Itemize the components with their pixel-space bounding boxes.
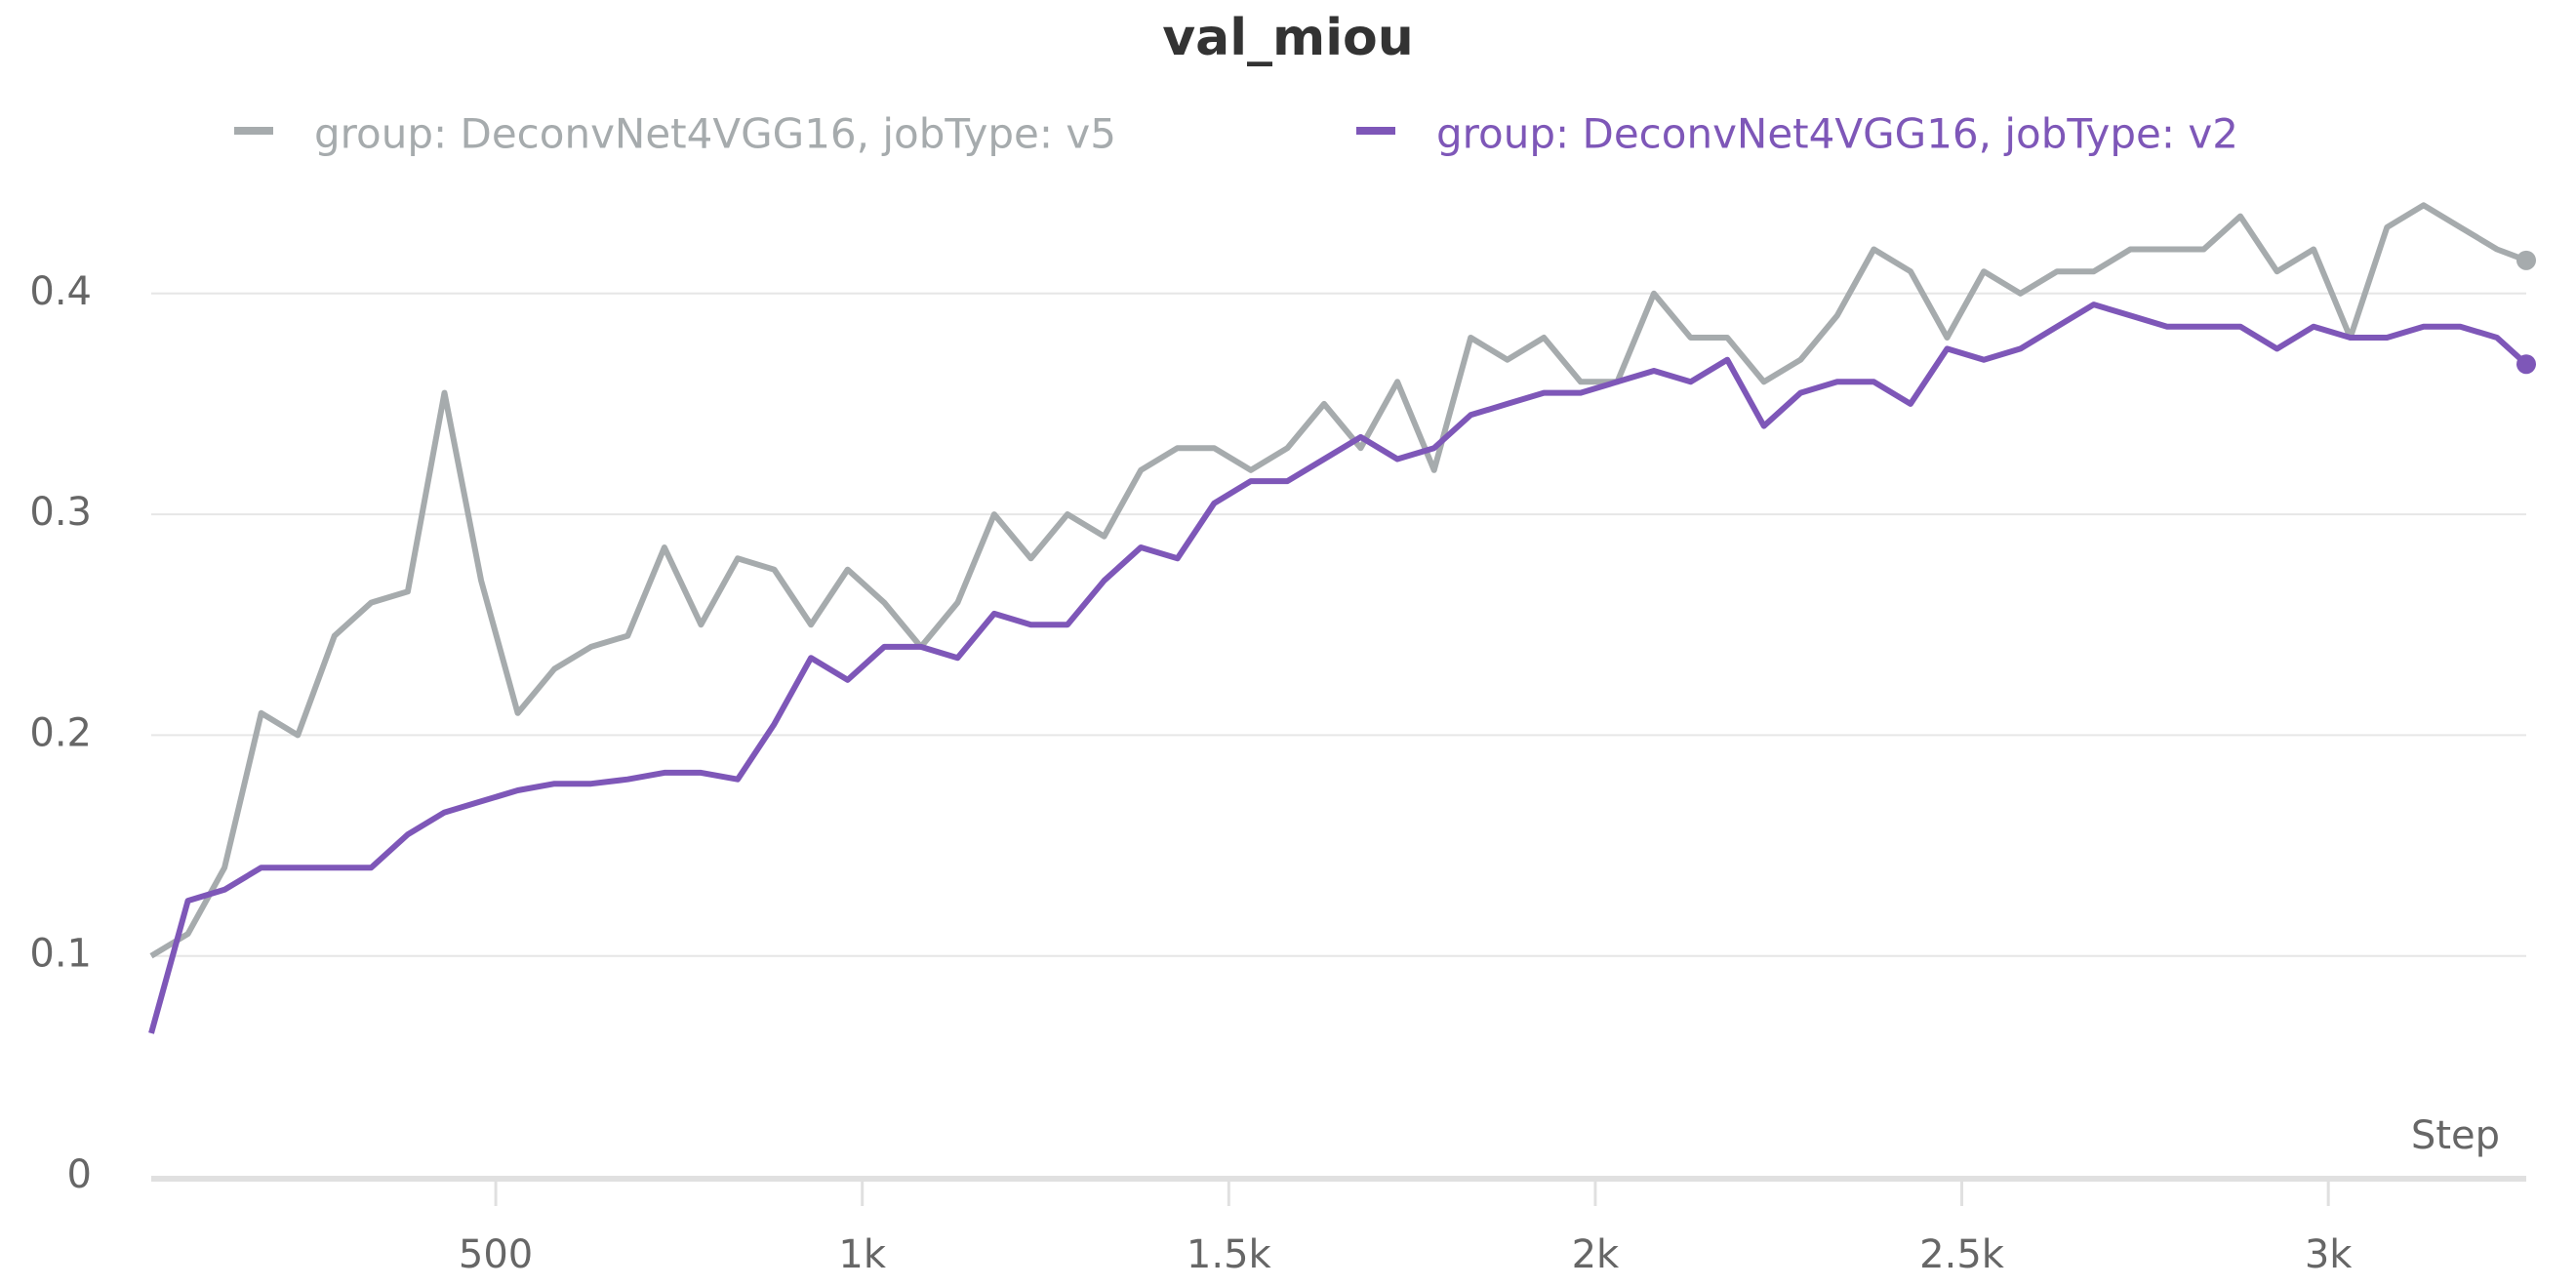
x-tick-label: 3k xyxy=(2305,1232,2353,1277)
y-tick-label: 0.3 xyxy=(29,490,92,535)
y-tick-label: 0.1 xyxy=(29,932,92,977)
x-tick-label: 500 xyxy=(459,1232,533,1277)
y-tick-label: 0.4 xyxy=(29,269,92,314)
chart-title: val_miou xyxy=(1162,9,1414,67)
x-tick-label: 1k xyxy=(838,1232,886,1277)
y-tick-label: 0 xyxy=(67,1152,92,1197)
end-point xyxy=(2516,250,2536,270)
series-line xyxy=(148,302,2529,1034)
y-tick-label: 0.2 xyxy=(29,710,92,755)
x-axis-label: Step xyxy=(2411,1113,2500,1158)
series-line xyxy=(149,202,2528,959)
end-point xyxy=(2516,354,2536,375)
x-tick-label: 2.5k xyxy=(1919,1232,2005,1277)
x-tick-label: 2k xyxy=(1572,1232,1620,1277)
x-tick-label: 1.5k xyxy=(1187,1232,1272,1277)
legend-label: group: DeconvNet4VGG16, jobType: v5 xyxy=(314,110,1116,158)
legend-label: group: DeconvNet4VGG16, jobType: v2 xyxy=(1436,110,2238,158)
